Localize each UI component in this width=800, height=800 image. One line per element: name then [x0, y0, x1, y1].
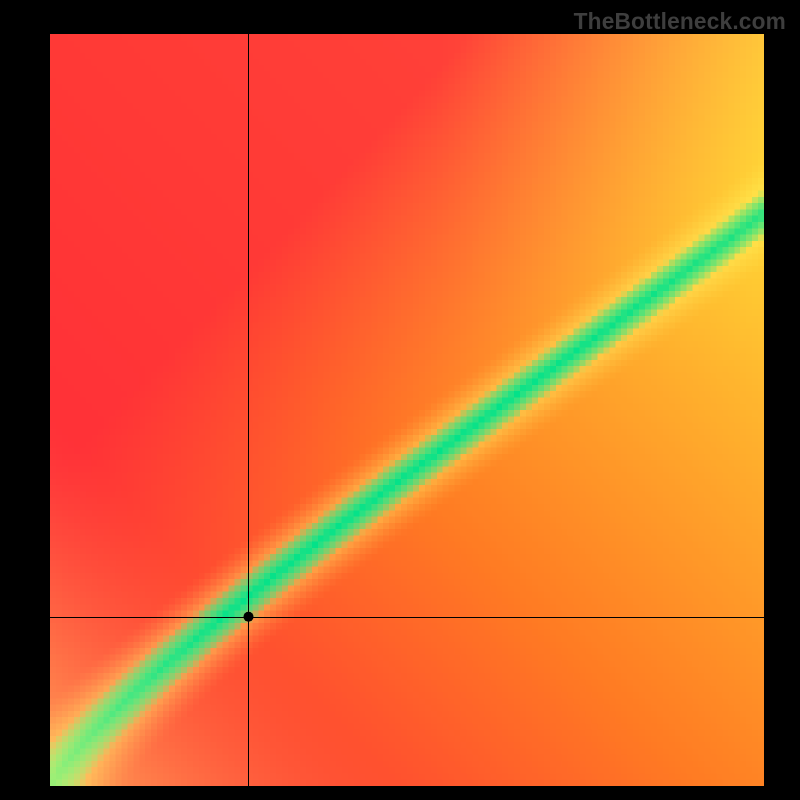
root-container: { "canvas": { "width_px": 800, "height_p… — [0, 0, 800, 800]
watermark-text: TheBottleneck.com — [574, 8, 786, 35]
crosshair-overlay — [50, 34, 764, 786]
